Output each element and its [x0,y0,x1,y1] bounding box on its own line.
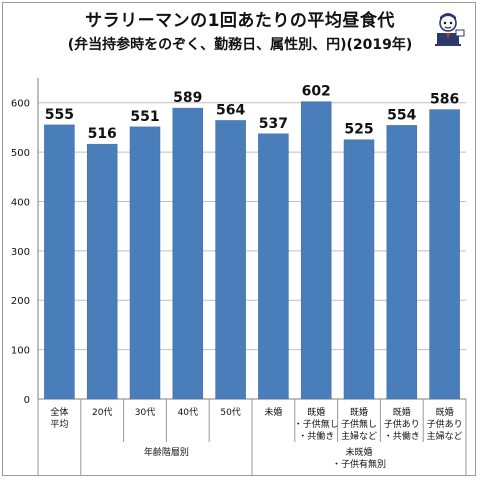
y-tick-label: 0 [24,395,30,406]
salaryman-mascot-icon [431,10,465,46]
x-tick-label: 既婚 [307,406,325,418]
data-label: 525 [344,122,373,138]
y-tick-label: 200 [11,296,30,307]
bar [129,126,161,400]
group-label: 未既婚 [345,446,372,458]
x-tick-label: 20代 [92,407,112,418]
bar [386,125,418,400]
data-label: 555 [45,107,74,123]
x-tick-label: 子供あり [427,418,463,430]
chart-subtitle: (弁当持参時をのぞく、勤務日、属性別、円)(2019年) [67,37,413,53]
x-tick-label: 既婚 [436,406,454,418]
bar [258,133,289,400]
x-tick-label: ・子供無し [294,418,339,430]
y-tick-label: 400 [11,197,30,208]
bar [44,124,75,400]
chart-frame [2,2,476,476]
data-label: 537 [259,116,288,132]
x-tick-label: ・共働き [384,430,420,442]
y-tick-label: 100 [11,346,30,357]
group-label: 年齢階層別 [144,446,189,458]
x-tick-label: 平均 [50,418,68,430]
data-label: 602 [302,84,331,100]
x-tick-label: 50代 [220,407,240,418]
bar [343,139,375,400]
data-label: 554 [387,107,416,123]
data-label: 564 [216,102,245,118]
x-tick-label: ・共働き [298,430,334,442]
data-label: 551 [130,109,159,125]
data-label: 589 [173,90,202,106]
y-tick-label: 600 [11,99,30,110]
group-label: ・子供有無別 [332,458,386,470]
data-label: 516 [88,126,117,142]
x-tick-label: 子供無し [341,418,377,430]
data-label: 586 [430,92,459,108]
x-tick-label: 30代 [135,407,155,418]
x-tick-label: 子供あり [384,418,420,430]
x-tick-label: 既婚 [350,406,368,418]
x-tick-label: 既婚 [393,406,411,418]
x-tick-label: 全体 [50,406,68,418]
y-tick-label: 300 [11,247,30,258]
bar [300,101,332,400]
x-tick-label: 40代 [178,407,198,418]
x-tick-label: 主婦など [427,430,463,442]
chart-title: サラリーマンの1回あたりの平均昼食代 [85,11,395,31]
bar [86,143,118,400]
y-tick-label: 500 [11,148,30,159]
bar [215,120,246,400]
bar [429,109,460,400]
bar [172,107,204,400]
x-tick-label: 未婚 [264,406,282,418]
x-tick-label: 主婦など [341,430,377,442]
